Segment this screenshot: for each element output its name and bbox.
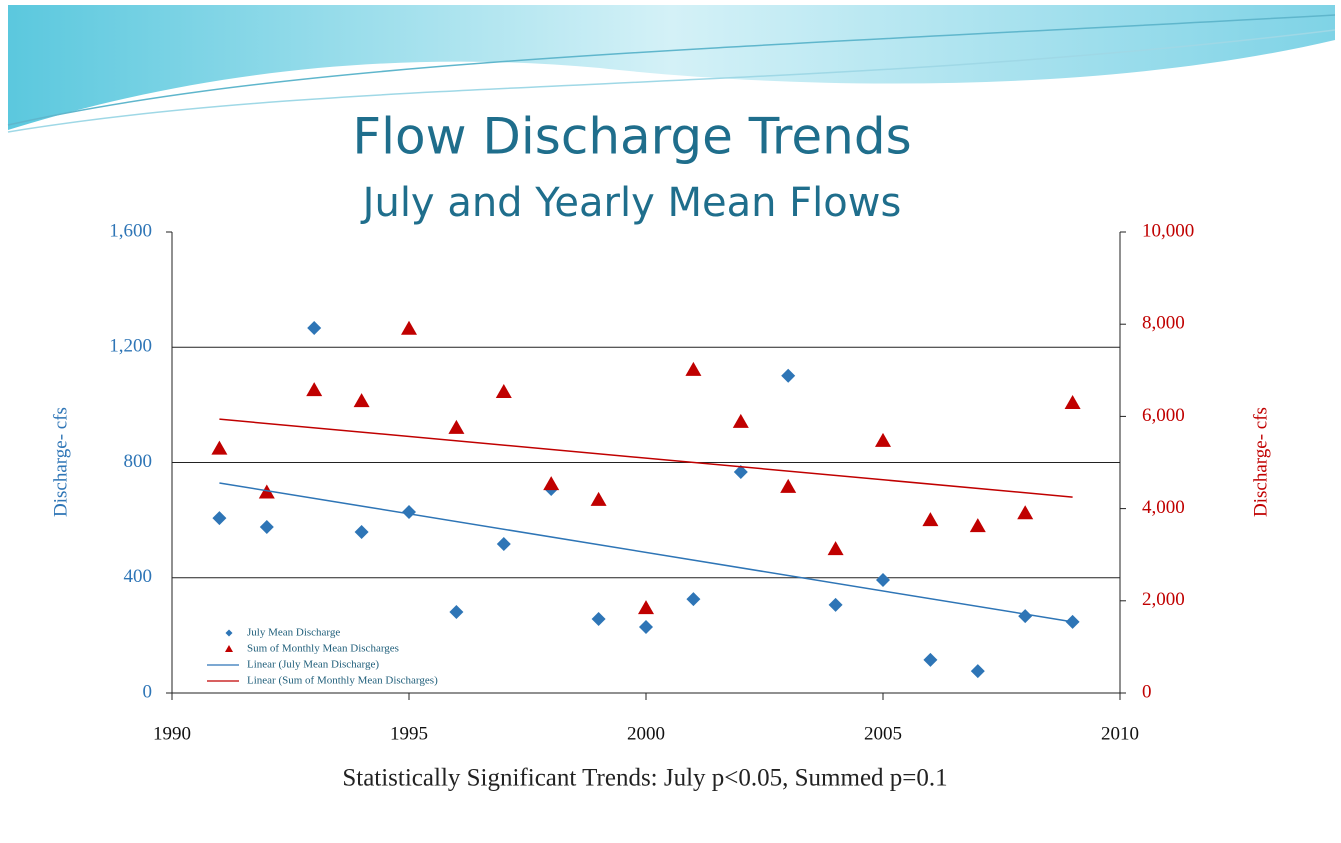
- data-point: [259, 520, 274, 535]
- y-tick-label: 1,200: [109, 336, 152, 357]
- trend-line: [219, 418, 1073, 498]
- data-point: [639, 620, 653, 635]
- chart-subtitle: July and Yearly Mean Flows: [360, 180, 902, 226]
- data-point: [1064, 395, 1081, 410]
- data-point: [354, 524, 369, 539]
- y2-tick-label: 0: [1142, 681, 1152, 702]
- legend-label: Linear (July Mean Discharge): [247, 659, 379, 671]
- x-tick-label: 2000: [627, 723, 665, 744]
- legend-swatch: [225, 645, 233, 652]
- data-point: [306, 382, 323, 397]
- x-tick-label: 2010: [1101, 723, 1139, 744]
- data-point: [591, 611, 606, 626]
- data-point: [495, 383, 512, 398]
- legend-label: Sum of Monthly Mean Discharges: [247, 643, 399, 655]
- data-point: [402, 505, 416, 520]
- y2-tick-label: 8,000: [1142, 313, 1185, 334]
- data-point: [733, 465, 748, 480]
- data-point: [258, 484, 275, 499]
- x-tick-label: 1995: [390, 723, 428, 744]
- data-point: [827, 541, 844, 556]
- trend-line: [219, 482, 1073, 623]
- legend-label: Linear (Sum of Monthly Mean Discharges): [247, 675, 438, 687]
- data-point: [590, 491, 607, 506]
- wave-line: [7, 14, 1336, 126]
- x-tick-label: 1990: [153, 723, 191, 744]
- data-point: [875, 432, 891, 447]
- data-point: [449, 605, 464, 620]
- y2-axis-label: Discharge- cfs: [1250, 407, 1271, 517]
- data-point: [211, 440, 228, 455]
- data-point: [448, 419, 465, 434]
- y2-tick-label: 6,000: [1142, 405, 1185, 426]
- data-point: [543, 476, 560, 491]
- data-point: [353, 393, 370, 408]
- data-point: [685, 361, 702, 376]
- data-point: [1018, 609, 1033, 624]
- data-point: [496, 537, 511, 552]
- data-point: [686, 592, 701, 607]
- chart-title: Flow Discharge Trends: [352, 108, 911, 166]
- data-point: [876, 573, 890, 588]
- data-point: [212, 511, 227, 526]
- data-point: [732, 413, 749, 428]
- wave: [8, 5, 1335, 130]
- y-tick-label: 400: [124, 566, 153, 587]
- x-tick-label: 2005: [864, 723, 902, 744]
- y-tick-label: 1,600: [109, 220, 152, 241]
- y2-tick-label: 4,000: [1142, 497, 1185, 518]
- data-point: [401, 320, 417, 335]
- data-point: [828, 597, 843, 612]
- data-point: [923, 652, 938, 667]
- data-point: [969, 518, 986, 533]
- y2-tick-label: 10,000: [1142, 220, 1194, 241]
- legend-swatch: [225, 629, 233, 637]
- data-point: [922, 512, 939, 527]
- legend-label: July Mean Discharge: [247, 627, 340, 639]
- data-point: [970, 664, 985, 679]
- y-axis-label: Discharge- cfs: [50, 407, 71, 517]
- data-point: [1017, 505, 1034, 520]
- footnote: Statistically Significant Trends: July p…: [342, 765, 947, 792]
- data-point: [638, 600, 654, 615]
- y-tick-label: 800: [124, 451, 153, 472]
- y-tick-label: 0: [143, 681, 153, 702]
- y2-tick-label: 2,000: [1142, 589, 1185, 610]
- data-point: [781, 368, 796, 383]
- wave-line: [7, 29, 1336, 133]
- data-point: [307, 320, 322, 335]
- data-point: [780, 478, 797, 493]
